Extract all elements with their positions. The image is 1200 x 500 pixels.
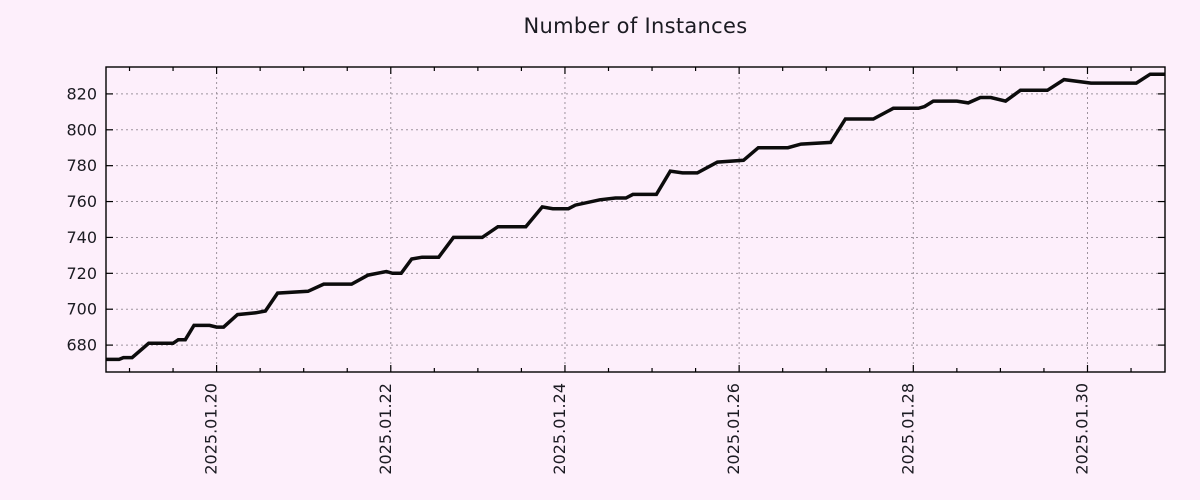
y-tick-label: 760: [66, 192, 97, 211]
grid-lines: [106, 67, 1165, 372]
y-tick-labels: 680 700 720 740 760 780 800 820: [66, 84, 97, 354]
y-tick-label: 800: [66, 120, 97, 139]
x-tick-label: 2025.01.28: [898, 383, 917, 475]
x-tick-labels: 2025.01.20 2025.01.22 2025.01.24 2025.01.26…: [202, 383, 1092, 475]
x-tick-label: 2025.01.24: [550, 383, 569, 475]
plot-border: [105, 66, 1166, 373]
y-tick-label: 680: [66, 336, 97, 355]
y-tick-label: 720: [66, 264, 97, 283]
x-tick-label: 2025.01.22: [376, 383, 395, 475]
x-tick-label: 2025.01.20: [202, 383, 221, 475]
x-tick-label: 2025.01.26: [724, 383, 743, 475]
y-tick-label: 820: [66, 84, 97, 103]
axis-ticks: [106, 67, 1165, 372]
chart-title: Number of Instances: [523, 14, 748, 38]
x-tick-label: 2025.01.30: [1072, 383, 1091, 475]
y-tick-label: 780: [66, 156, 97, 175]
series-line-instances: [106, 72, 1165, 362]
y-tick-label: 740: [66, 228, 97, 247]
y-tick-label: 700: [66, 300, 97, 319]
